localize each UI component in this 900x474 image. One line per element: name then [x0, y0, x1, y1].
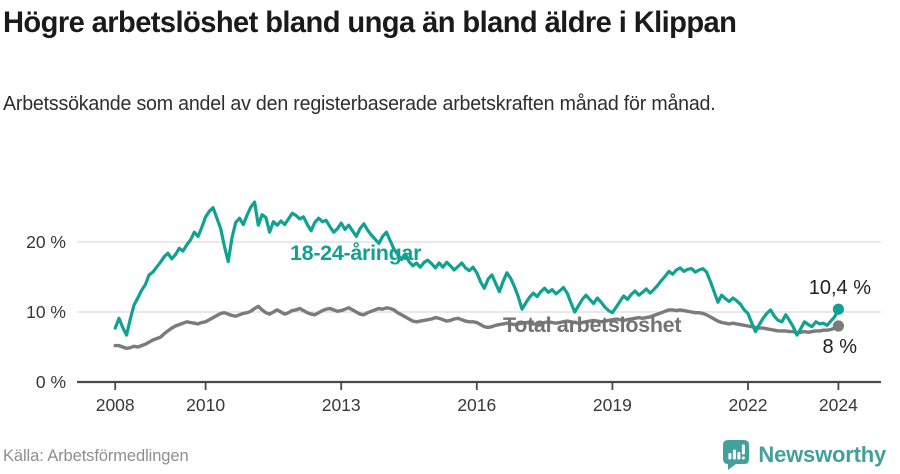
chart-title: Högre arbetslöshet bland unga än bland ä… — [3, 6, 737, 39]
x-axis — [77, 380, 881, 390]
series-lines — [113, 200, 841, 351]
x-tick-label-2010: 2010 — [186, 395, 225, 415]
x-tick-label-2008: 2008 — [96, 395, 135, 415]
brand-name: Newsworthy — [758, 442, 886, 467]
newsworthy-logo[interactable]: Newsworthy — [723, 440, 886, 470]
series-annotations: 18-24-åringar Total arbetslöshet 10,4 % 8 % — [290, 241, 871, 358]
end-dot-total — [832, 320, 845, 332]
y-tick-label-0: 0 % — [36, 372, 66, 392]
series-label-total: Total arbetslöshet — [503, 313, 681, 337]
axis-tick-labels: 2008 2010 2013 2016 2019 2022 2024 0 % 10 % 20 % — [26, 232, 858, 415]
y-tick-label-20: 20 % — [26, 232, 66, 252]
x-tick-label-2024: 2024 — [819, 395, 858, 415]
x-tick-label-2019: 2019 — [593, 395, 632, 415]
x-tick-label-2016: 2016 — [457, 395, 496, 415]
y-tick-label-10: 10 % — [26, 302, 66, 322]
x-tick-label-2013: 2013 — [322, 395, 361, 415]
newsworthy-barchart-speech-bubble-icon — [723, 440, 750, 470]
x-tick-label-2022: 2022 — [729, 395, 768, 415]
series-line-total — [113, 304, 841, 351]
series-label-youth: 18-24-åringar — [290, 241, 422, 265]
end-label-total: 8 % — [823, 336, 858, 358]
series-line-youth — [113, 200, 841, 337]
end-label-youth: 10,4 % — [809, 277, 871, 299]
chart-subtitle: Arbetssökande som andel av den registerb… — [3, 93, 716, 115]
source-note: Källa: Arbetsförmedlingen — [3, 447, 189, 465]
end-dot-youth — [832, 303, 845, 315]
